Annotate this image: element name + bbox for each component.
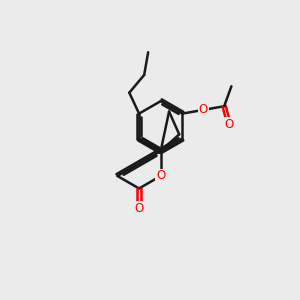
- Text: O: O: [224, 118, 234, 130]
- Text: O: O: [199, 103, 208, 116]
- Text: O: O: [134, 202, 144, 214]
- Text: O: O: [156, 169, 165, 182]
